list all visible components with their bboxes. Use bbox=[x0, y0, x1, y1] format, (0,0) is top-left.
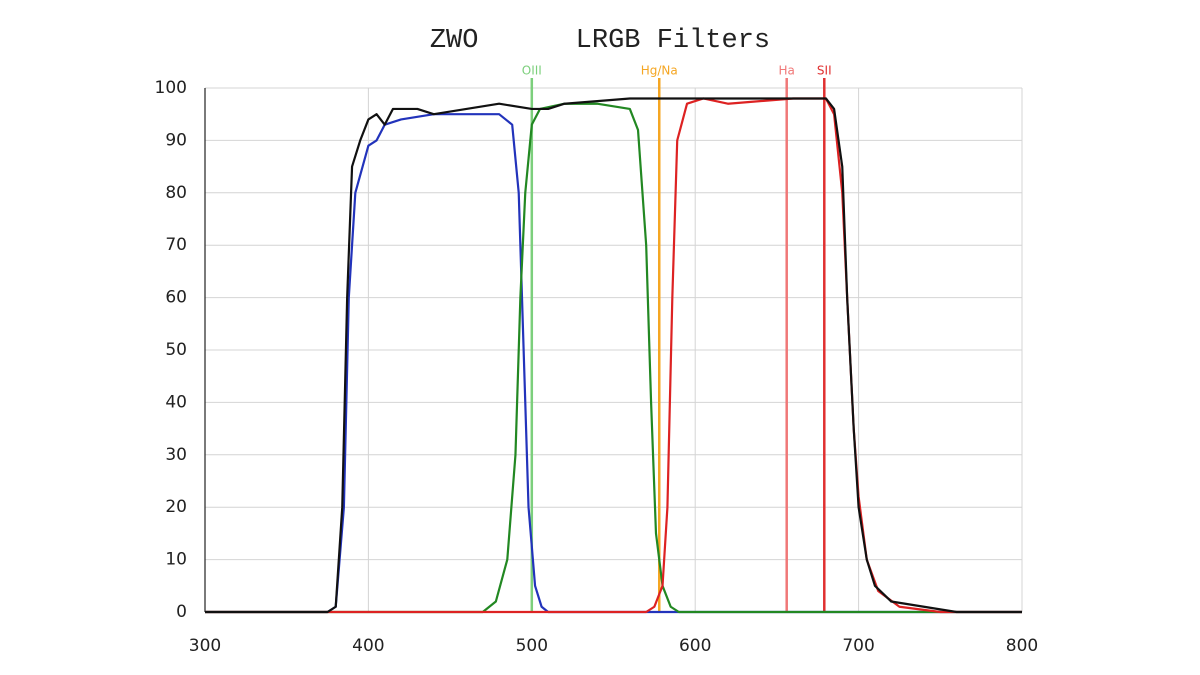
y-tick-label: 40 bbox=[165, 392, 187, 412]
y-tick-label: 100 bbox=[155, 78, 187, 98]
x-tick-label: 300 bbox=[189, 636, 221, 656]
reference-label: OIII bbox=[522, 64, 542, 78]
series-line bbox=[205, 102, 1022, 614]
series-line bbox=[205, 113, 1022, 614]
x-tick-label: 500 bbox=[516, 636, 548, 656]
reference-label: SII bbox=[817, 64, 832, 78]
y-tick-label: 20 bbox=[165, 497, 187, 517]
reference-label: Hg/Na bbox=[641, 64, 678, 78]
x-tick-label: 600 bbox=[679, 636, 711, 656]
y-tick-label: 90 bbox=[165, 130, 187, 150]
chart-title: ZWO LRGB Filters bbox=[430, 26, 770, 56]
y-tick-label: 30 bbox=[165, 445, 187, 465]
x-tick-label: 400 bbox=[352, 636, 384, 656]
y-tick-label: 10 bbox=[165, 550, 187, 570]
series-line bbox=[205, 97, 1022, 614]
y-tick-label: 80 bbox=[165, 183, 187, 203]
y-tick-label: 70 bbox=[165, 235, 187, 255]
x-tick-label: 800 bbox=[1006, 636, 1038, 656]
y-tick-label: 50 bbox=[165, 340, 187, 360]
reference-label: Ha bbox=[779, 64, 795, 78]
series-line bbox=[205, 97, 1022, 614]
y-tick-label: 60 bbox=[165, 288, 187, 308]
y-tick-label: 0 bbox=[176, 602, 187, 622]
x-tick-label: 700 bbox=[842, 636, 874, 656]
